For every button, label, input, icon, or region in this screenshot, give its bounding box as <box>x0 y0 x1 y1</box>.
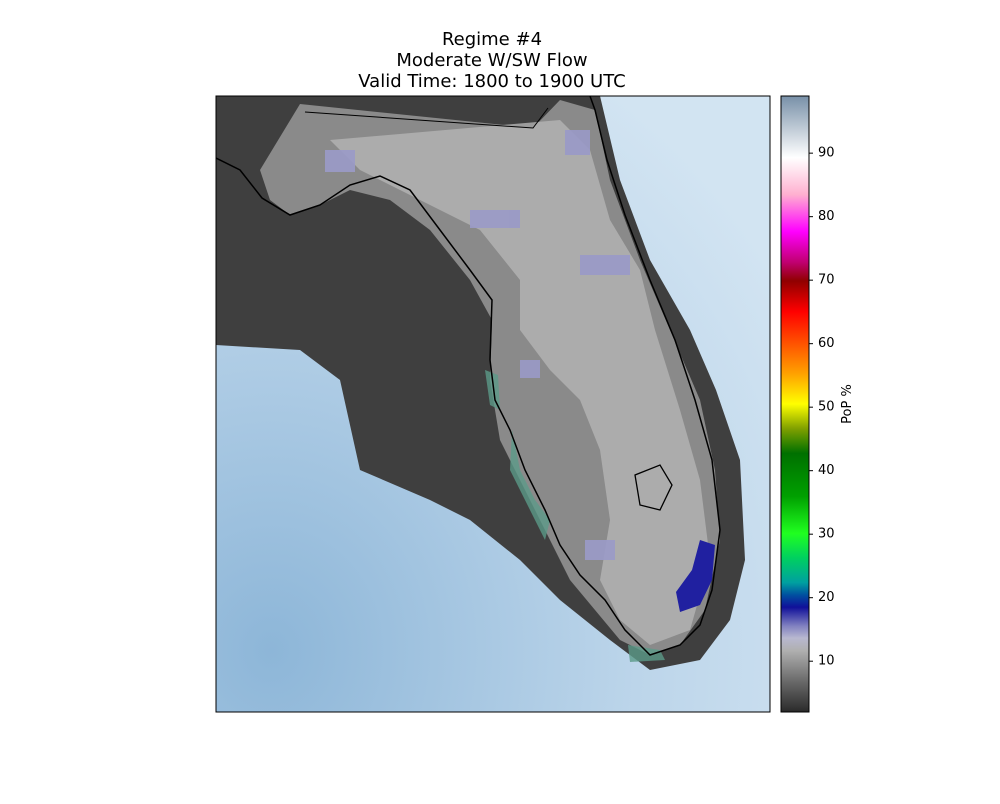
title: Regime #4 Moderate W/SW Flow Valid Time:… <box>358 29 625 92</box>
colorbar-tick-label: 10 <box>818 654 835 669</box>
colorbar: PoP % 10 20 30 40 50 60 70 80 90 <box>780 95 855 713</box>
map-frame <box>215 95 771 713</box>
title-line: Moderate W/SW Flow <box>396 50 587 71</box>
map <box>216 96 770 712</box>
colorbar-scale <box>780 95 810 713</box>
colorbar-tick-label: 30 <box>818 527 835 542</box>
colorbar-tick-label: 50 <box>818 400 835 415</box>
title-line: Valid Time: 1800 to 1900 UTC <box>358 71 625 92</box>
colorbar-tick-label: 90 <box>818 146 835 161</box>
colorbar-label: PoP % <box>840 384 855 424</box>
colorbar-tick-label: 40 <box>818 463 835 478</box>
colorbar-tick-label: 70 <box>818 273 835 288</box>
title-line: Regime #4 <box>442 29 542 50</box>
colorbar-tick-label: 20 <box>818 590 835 605</box>
colorbar-tick-label: 60 <box>818 336 835 351</box>
colorbar-tick-label: 80 <box>818 209 835 224</box>
